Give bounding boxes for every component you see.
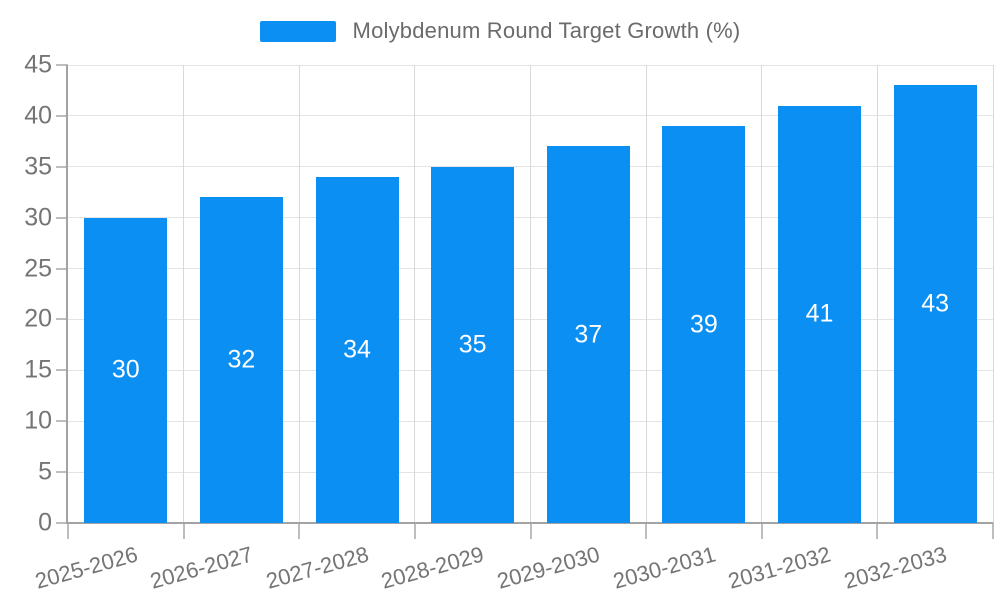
x-gridline	[876, 65, 878, 523]
bar-value-label: 37	[574, 320, 603, 349]
x-gridline	[414, 65, 416, 523]
bar[interactable]	[199, 197, 283, 523]
x-tick	[298, 523, 301, 539]
bar-value-label: 30	[111, 355, 140, 384]
x-tick	[67, 523, 69, 539]
bar-value-label: 35	[458, 330, 487, 359]
x-gridline	[992, 65, 994, 523]
y-tick	[56, 165, 68, 168]
y-tick-label: 35	[24, 152, 52, 181]
x-tick-label: 2031-2032	[725, 541, 834, 594]
y-tick-label: 20	[24, 304, 52, 333]
bar[interactable]	[315, 176, 399, 523]
y-tick	[56, 420, 68, 423]
y-tick	[56, 216, 68, 219]
x-tick-label: 2029-2030	[494, 541, 603, 594]
x-tick	[413, 523, 416, 539]
legend[interactable]: Molybdenum Round Target Growth (%)	[0, 18, 1000, 44]
x-gridline	[183, 65, 185, 523]
x-tick	[992, 523, 994, 539]
x-gridline	[761, 65, 763, 523]
x-tick	[529, 523, 532, 539]
bar[interactable]	[431, 166, 515, 523]
bar-value-label: 39	[690, 310, 718, 339]
x-tick-label: 2026-2027	[147, 541, 256, 594]
y-tick	[56, 369, 68, 372]
x-gridline	[645, 65, 647, 523]
x-gridline	[530, 65, 531, 523]
y-tick-label: 25	[24, 254, 52, 283]
y-tick-label: 10	[24, 406, 52, 435]
y-tick-label: 15	[24, 355, 52, 384]
y-tick	[56, 318, 68, 321]
y-axis-line	[66, 65, 68, 523]
x-tick	[876, 523, 879, 539]
x-tick-label: 2032-2033	[841, 541, 950, 594]
bar[interactable]	[662, 126, 746, 523]
legend-label: Molybdenum Round Target Growth (%)	[352, 18, 741, 43]
y-tick	[56, 471, 68, 474]
y-tick-label: 0	[38, 508, 52, 537]
bar-value-label: 32	[227, 345, 256, 374]
bar-value-label: 43	[921, 289, 950, 318]
y-tick-label: 45	[24, 50, 52, 79]
x-tick-label: 2030-2031	[610, 541, 719, 594]
x-tick	[760, 523, 763, 539]
y-tick-label: 30	[24, 203, 52, 232]
y-tick	[56, 64, 68, 66]
x-tick-label: 2027-2028	[263, 541, 372, 594]
bar[interactable]	[546, 146, 630, 523]
y-tick-label: 40	[24, 101, 52, 130]
bar[interactable]	[84, 217, 168, 523]
bar[interactable]	[778, 105, 862, 523]
y-tick	[56, 522, 68, 524]
bar-value-label: 41	[805, 299, 834, 328]
y-tick	[56, 267, 68, 270]
bar-value-label: 34	[343, 335, 371, 364]
y-tick-label: 5	[38, 457, 52, 486]
x-tick	[182, 523, 185, 539]
x-tick	[645, 523, 648, 539]
x-gridline	[298, 65, 300, 523]
bar[interactable]	[893, 85, 977, 523]
x-axis-line	[66, 522, 993, 524]
legend-swatch[interactable]	[259, 20, 336, 42]
x-tick-label: 2028-2029	[378, 541, 487, 594]
x-tick-label: 2025-2026	[31, 541, 141, 594]
y-tick	[56, 114, 68, 117]
